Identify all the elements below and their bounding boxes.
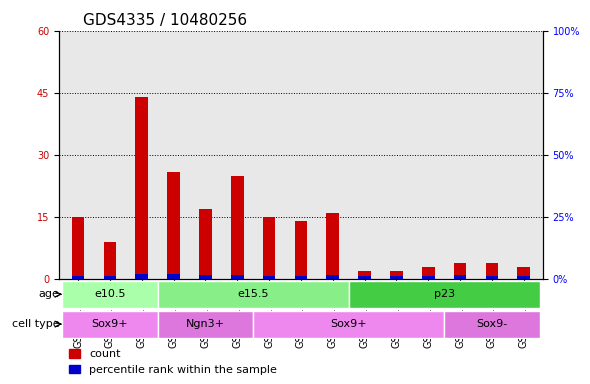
Text: GDS4335 / 10480256: GDS4335 / 10480256 bbox=[83, 13, 247, 28]
Text: age: age bbox=[39, 289, 60, 299]
FancyBboxPatch shape bbox=[62, 281, 158, 308]
Bar bbox=[231, 275, 244, 279]
Bar bbox=[486, 276, 498, 279]
Legend: count, percentile rank within the sample: count, percentile rank within the sample bbox=[64, 344, 281, 379]
Bar bbox=[422, 276, 435, 279]
Bar bbox=[167, 275, 180, 279]
Text: e15.5: e15.5 bbox=[237, 289, 269, 299]
Bar bbox=[422, 267, 435, 279]
FancyBboxPatch shape bbox=[158, 311, 253, 338]
Bar bbox=[486, 263, 498, 279]
Bar bbox=[358, 276, 371, 279]
Bar bbox=[72, 217, 84, 279]
Bar bbox=[454, 263, 467, 279]
FancyBboxPatch shape bbox=[253, 311, 444, 338]
Bar bbox=[135, 275, 148, 279]
Text: Ngn3+: Ngn3+ bbox=[186, 319, 225, 329]
Bar bbox=[517, 267, 530, 279]
Bar bbox=[104, 242, 116, 279]
Bar bbox=[199, 275, 212, 279]
Bar bbox=[72, 276, 84, 279]
Text: Sox9+: Sox9+ bbox=[330, 319, 367, 329]
Bar bbox=[454, 275, 467, 279]
Bar bbox=[294, 276, 307, 279]
Bar bbox=[517, 276, 530, 279]
FancyBboxPatch shape bbox=[158, 281, 349, 308]
FancyBboxPatch shape bbox=[349, 281, 540, 308]
FancyBboxPatch shape bbox=[62, 311, 158, 338]
Bar bbox=[326, 213, 339, 279]
Bar bbox=[294, 221, 307, 279]
Bar bbox=[104, 276, 116, 279]
Bar bbox=[263, 276, 276, 279]
Text: p23: p23 bbox=[434, 289, 455, 299]
FancyBboxPatch shape bbox=[444, 311, 540, 338]
Bar bbox=[231, 176, 244, 279]
Text: Sox9+: Sox9+ bbox=[91, 319, 128, 329]
Bar bbox=[390, 276, 403, 279]
Text: e10.5: e10.5 bbox=[94, 289, 126, 299]
Text: cell type: cell type bbox=[12, 319, 60, 329]
Bar bbox=[167, 172, 180, 279]
Bar bbox=[390, 271, 403, 279]
Bar bbox=[135, 97, 148, 279]
Bar bbox=[199, 209, 212, 279]
Text: Sox9-: Sox9- bbox=[476, 319, 507, 329]
Bar bbox=[326, 275, 339, 279]
Bar bbox=[358, 271, 371, 279]
Bar bbox=[263, 217, 276, 279]
